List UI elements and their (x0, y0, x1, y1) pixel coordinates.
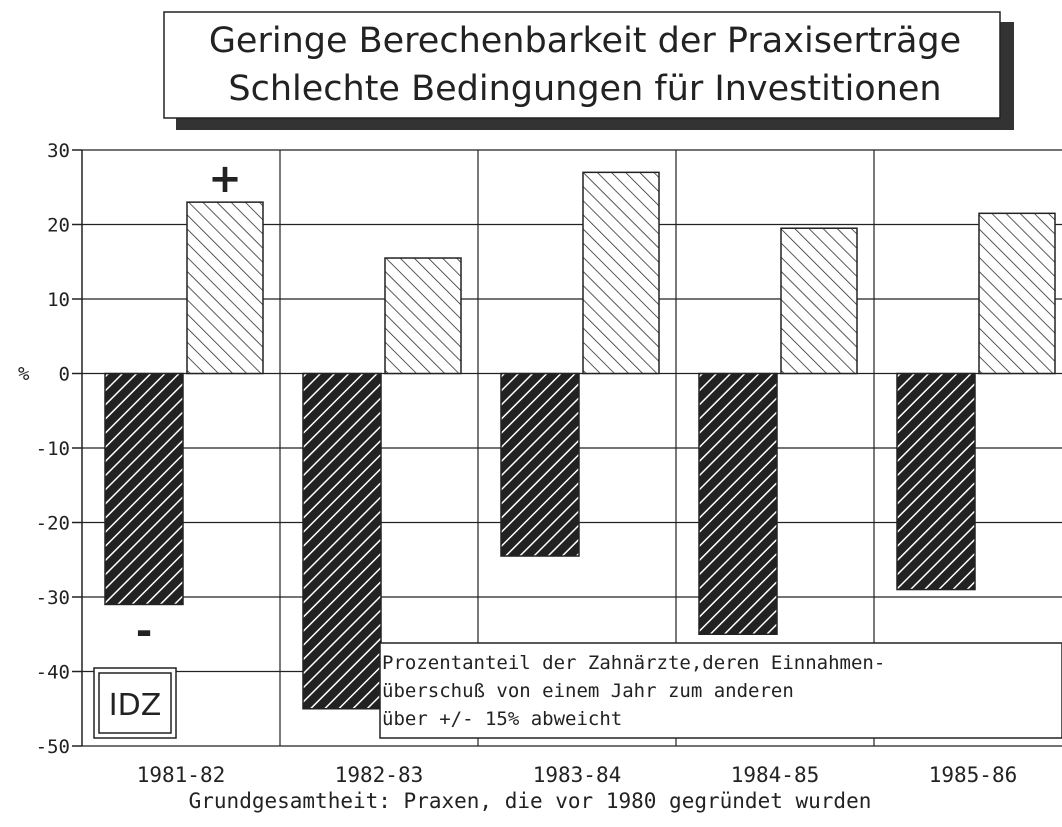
bar (302, 372, 382, 710)
logo: IDZ (109, 688, 162, 723)
title-line: Schlechte Bedingungen für Investitionen (228, 69, 941, 109)
bar (104, 372, 184, 606)
logo-inner (98, 672, 172, 734)
x-tick-label: 1981-82 (137, 763, 226, 787)
y-tick-label: -20 (36, 513, 70, 535)
legend-sign: - (136, 608, 153, 654)
title-line: Geringe Berechenbarkeit der Praxiserträg… (209, 21, 961, 61)
bar (780, 227, 858, 375)
annotation-line: überschuß von einem Jahr zum anderen (382, 680, 794, 702)
bar (384, 257, 462, 375)
annotation-box (379, 642, 1062, 739)
bar (582, 171, 660, 375)
footnote: Grundgesamtheit: Praxen, die vor 1980 ge… (189, 789, 872, 813)
y-tick-label: 0 (59, 364, 70, 386)
bars (104, 171, 1056, 710)
bar (186, 201, 264, 375)
y-tick-label: -40 (36, 662, 70, 684)
annotation-line: über +/- 15% abweicht (382, 708, 622, 730)
bar (698, 372, 778, 635)
bar (896, 372, 976, 591)
legend-sign: + (208, 156, 242, 202)
bar (500, 372, 580, 557)
x-tick-label: 1983-84 (533, 763, 622, 787)
y-tick-label: 30 (47, 140, 70, 162)
y-tick-label: -50 (36, 736, 70, 758)
y-tick-label: -10 (36, 438, 70, 460)
x-tick-label: 1984-85 (731, 763, 820, 787)
title-box (163, 11, 1001, 119)
logo-box (93, 667, 177, 739)
x-tick-label: 1985-86 (929, 763, 1018, 787)
x-tick-label: 1982-83 (335, 763, 424, 787)
y-tick-label: -30 (36, 587, 70, 609)
annotation-line: Prozentanteil der Zahnärzte,deren Einnah… (382, 652, 885, 674)
bar (978, 212, 1056, 375)
y-tick-label: 20 (47, 215, 70, 237)
y-tick-label: 10 (47, 289, 70, 311)
y-axis-label: % (18, 363, 30, 385)
